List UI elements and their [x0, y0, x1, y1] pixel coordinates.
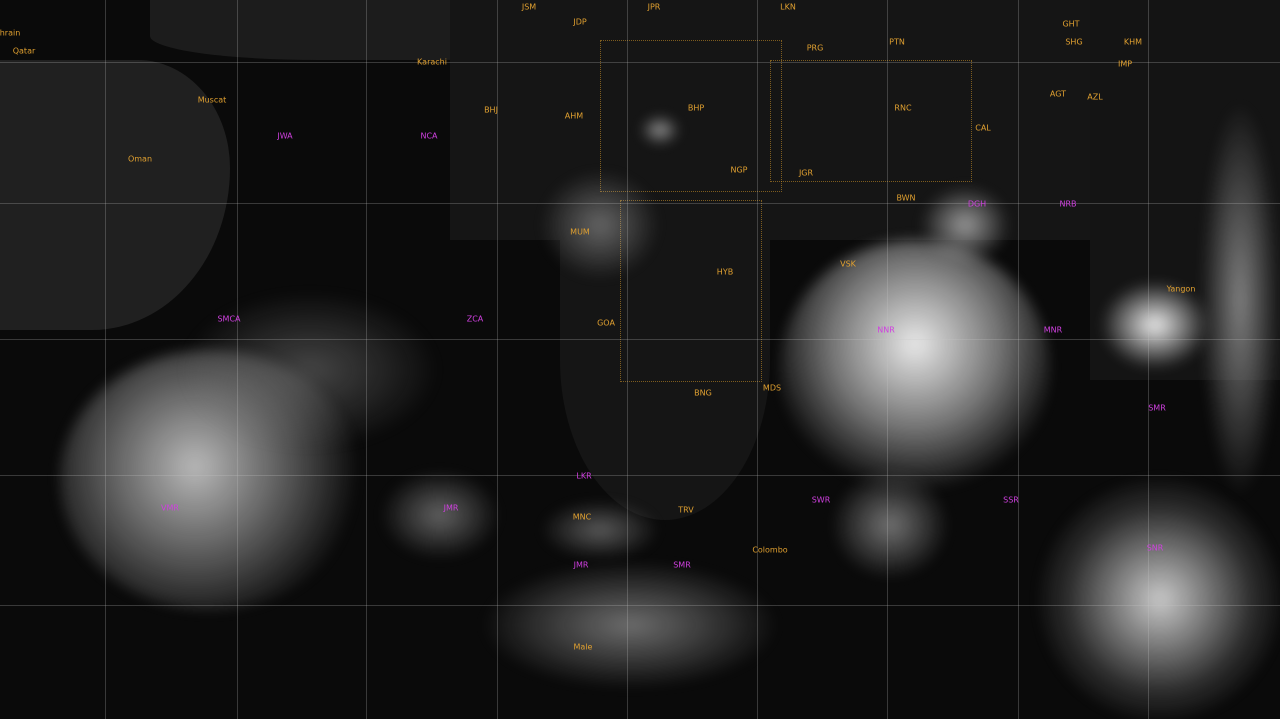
- longitude-line: [1148, 0, 1149, 719]
- state-borders: [620, 200, 762, 382]
- cloud-cluster: [380, 470, 500, 560]
- city-label: JDP: [573, 17, 587, 27]
- city-label: SHG: [1065, 37, 1083, 47]
- city-label: Male: [573, 642, 593, 652]
- cloud-cluster: [540, 500, 660, 560]
- state-borders: [600, 40, 782, 192]
- city-label: GHT: [1062, 19, 1080, 29]
- station-label: DGH: [967, 199, 987, 209]
- station-label: JMR: [443, 503, 459, 513]
- indian-peninsula: [560, 200, 770, 520]
- city-label: PRG: [806, 43, 824, 53]
- city-label: Qatar: [12, 46, 36, 56]
- cloud-cluster: [1200, 100, 1280, 500]
- city-label: BHP: [687, 103, 705, 113]
- arabian-peninsula: [0, 60, 230, 330]
- longitude-line: [887, 0, 888, 719]
- cloud-cluster: [480, 560, 780, 690]
- cloud-cluster: [540, 170, 660, 280]
- longitude-line: [237, 0, 238, 719]
- latitude-line: [0, 605, 1280, 606]
- latitude-line: [0, 62, 1280, 63]
- city-label: LKN: [780, 2, 796, 12]
- cloud-streak: [920, 185, 1010, 265]
- city-label: hrain: [0, 28, 21, 38]
- station-label: SNR: [1146, 543, 1164, 553]
- latitude-line: [0, 339, 1280, 340]
- cloud-cluster: [1040, 480, 1280, 719]
- state-borders: [770, 60, 972, 182]
- station-label: JWA: [277, 131, 293, 141]
- longitude-line: [497, 0, 498, 719]
- longitude-line: [105, 0, 106, 719]
- city-label: CAL: [975, 123, 991, 133]
- station-label: NNR: [877, 325, 895, 335]
- longitude-line: [757, 0, 758, 719]
- city-label: Yangon: [1166, 284, 1196, 294]
- station-label: SSR: [1003, 495, 1019, 505]
- longitude-line: [1018, 0, 1019, 719]
- cyclone-bay-of-bengal: [780, 240, 1050, 500]
- longitude-line: [366, 0, 367, 719]
- cloud-cluster: [1100, 280, 1210, 370]
- station-label: SMCA: [217, 314, 241, 324]
- city-label: RNC: [894, 103, 912, 113]
- city-label: AZL: [1087, 92, 1103, 102]
- station-label: NRB: [1059, 199, 1077, 209]
- city-label: Karachi: [417, 57, 447, 67]
- station-label: NCA: [420, 131, 438, 141]
- city-label: JGR: [798, 168, 814, 178]
- city-label: VSK: [840, 259, 856, 269]
- city-label: Muscat: [197, 95, 227, 105]
- city-label: NGP: [730, 165, 748, 175]
- station-label: SMR: [673, 560, 691, 570]
- city-label: AGT: [1049, 89, 1067, 99]
- city-label: AHM: [564, 111, 584, 121]
- city-label: Colombo: [752, 545, 788, 555]
- station-label: ZCA: [466, 314, 484, 324]
- cyclone-arabian-sea: [60, 350, 360, 610]
- city-label: BWN: [896, 193, 916, 203]
- latitude-line: [0, 203, 1280, 204]
- latitude-line: [0, 475, 1280, 476]
- city-label: Oman: [127, 154, 153, 164]
- station-label: VMR: [161, 503, 179, 513]
- city-label: PTN: [889, 37, 905, 47]
- station-label: JMR: [573, 560, 589, 570]
- city-label: BNG: [694, 388, 712, 398]
- city-label: JSM: [521, 2, 537, 12]
- city-label: MDS: [762, 383, 782, 393]
- cloud-cluster: [830, 470, 950, 580]
- cloud-cluster: [640, 115, 680, 145]
- city-label: HYB: [716, 267, 734, 277]
- city-label: KHM: [1123, 37, 1143, 47]
- city-label: IMP: [1117, 59, 1133, 69]
- station-label: MNR: [1043, 325, 1063, 335]
- station-label: SMR: [1148, 403, 1166, 413]
- city-label: TRV: [678, 505, 694, 515]
- longitude-line: [627, 0, 628, 719]
- city-label: BHJ: [484, 105, 498, 115]
- cloud-band: [180, 290, 440, 450]
- station-label: SWR: [811, 495, 831, 505]
- city-label: MNC: [572, 512, 592, 522]
- city-label: GOA: [597, 318, 615, 328]
- city-label: MUM: [570, 227, 590, 237]
- station-label: LKR: [576, 471, 592, 481]
- city-label: JPR: [647, 2, 661, 12]
